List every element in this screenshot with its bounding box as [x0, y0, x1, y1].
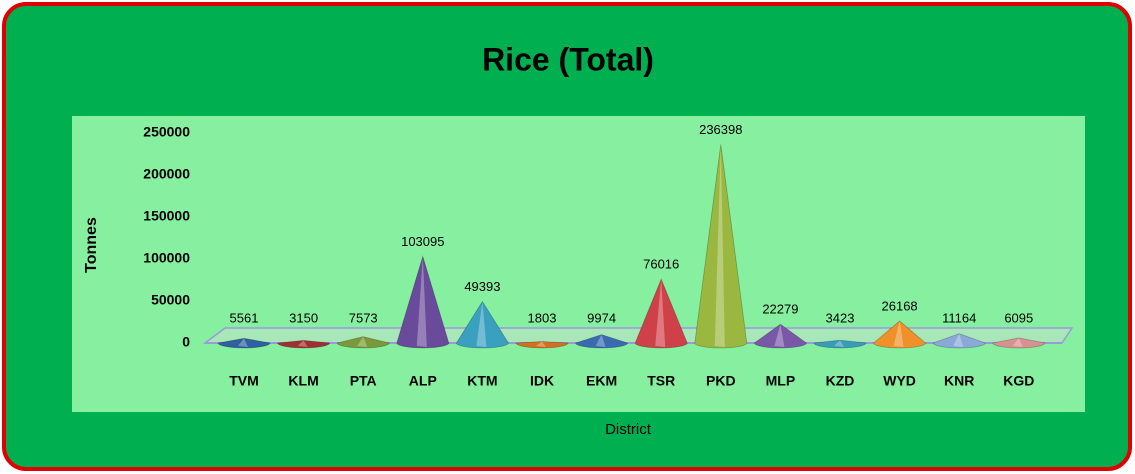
value-label: 49393: [464, 279, 500, 294]
cone-highlight: [834, 340, 844, 347]
x-tick-label: IDK: [530, 373, 554, 389]
x-axis-label: District: [605, 421, 652, 438]
chart-title: Rice (Total): [482, 41, 654, 77]
cone: [873, 320, 927, 349]
cone-highlight: [595, 334, 606, 347]
cone-highlight: [536, 341, 546, 347]
x-tick-label: TSR: [647, 373, 675, 389]
y-tick-label: 150000: [143, 208, 190, 224]
cone-highlight: [774, 324, 785, 347]
x-tick-label: KGD: [1003, 373, 1034, 389]
value-label: 6095: [1004, 310, 1033, 325]
cone-highlight: [357, 336, 368, 347]
cone: [455, 300, 509, 349]
cone-highlight: [714, 144, 725, 347]
plot-area: [72, 116, 1085, 412]
y-tick-label: 50000: [151, 292, 190, 308]
value-label: 103095: [401, 234, 444, 249]
cone-highlight: [1012, 337, 1023, 347]
value-label: 76016: [643, 257, 679, 272]
cone: [813, 339, 867, 349]
cone-highlight: [238, 338, 248, 347]
value-label: 7573: [349, 310, 378, 325]
y-tick-label: 100000: [143, 250, 190, 266]
x-tick-label: KZD: [826, 373, 855, 389]
value-label: 26168: [882, 298, 918, 313]
value-label: 3150: [289, 310, 318, 325]
cone: [634, 278, 688, 349]
cone: [515, 341, 569, 349]
x-tick-label: MLP: [766, 373, 796, 389]
cone-highlight: [953, 333, 964, 347]
cone-highlight: [655, 279, 666, 347]
cone-highlight: [476, 301, 487, 347]
x-tick-label: PKD: [706, 373, 736, 389]
x-tick-label: KLM: [288, 373, 318, 389]
y-tick-label: 0: [182, 334, 190, 350]
value-label: 1803: [528, 310, 557, 325]
x-tick-label: PTA: [350, 373, 377, 389]
value-label: 9974: [587, 310, 616, 325]
cone: [932, 333, 986, 349]
cone: [992, 337, 1046, 349]
cone-highlight: [416, 256, 427, 347]
value-label: 11164: [942, 310, 976, 325]
cone: [217, 337, 271, 349]
x-tick-label: ALP: [409, 373, 437, 389]
value-label: 236398: [699, 122, 742, 137]
y-tick-label: 250000: [143, 124, 190, 140]
x-tick-label: EKM: [586, 373, 617, 389]
cone: [396, 255, 450, 349]
x-tick-label: WYD: [883, 373, 916, 389]
x-tick-label: TVM: [229, 373, 259, 389]
x-tick-label: KTM: [467, 373, 497, 389]
cone: [753, 323, 807, 349]
cone: [575, 334, 629, 349]
x-tick-label: KNR: [944, 373, 974, 389]
y-tick-label: 200000: [143, 166, 190, 182]
value-label: 3423: [826, 310, 855, 325]
cone: [694, 144, 748, 349]
cone: [277, 339, 331, 349]
y-axis-label: Tonnes: [83, 217, 100, 273]
cone-highlight: [893, 321, 904, 347]
cone: [336, 336, 390, 349]
value-label: 5561: [230, 310, 259, 325]
value-label: 22279: [762, 302, 798, 317]
cone-highlight: [297, 340, 308, 347]
